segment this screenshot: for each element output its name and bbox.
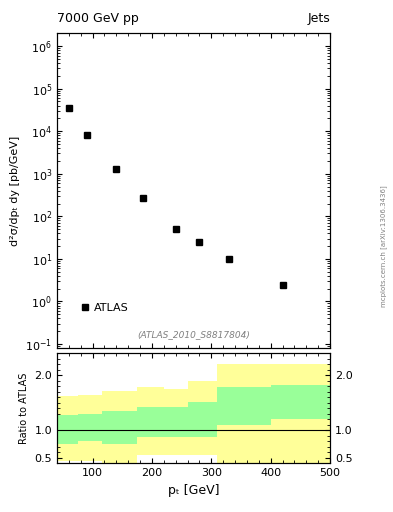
ATLAS [227, 256, 231, 262]
ATLAS [66, 105, 71, 111]
ATLAS [114, 166, 119, 172]
Bar [217, 388, 271, 425]
Y-axis label: Ratio to ATLAS: Ratio to ATLAS [19, 373, 29, 444]
Bar [57, 396, 78, 461]
ATLAS [280, 282, 285, 288]
Bar [57, 415, 78, 444]
Y-axis label: d²σ/dpₜ dy [pb/GeV]: d²σ/dpₜ dy [pb/GeV] [9, 136, 20, 246]
Line: ATLAS: ATLAS [65, 104, 286, 288]
ATLAS [141, 195, 145, 201]
Bar [137, 388, 164, 455]
ATLAS [173, 226, 178, 232]
ATLAS [197, 239, 202, 245]
Bar [101, 391, 137, 464]
Legend: ATLAS: ATLAS [76, 298, 133, 317]
X-axis label: pₜ [GeV]: pₜ [GeV] [168, 484, 219, 497]
Bar [271, 365, 330, 464]
Bar [217, 365, 271, 463]
Bar [78, 414, 101, 441]
Bar [164, 407, 187, 437]
Bar [271, 385, 330, 419]
Text: Jets: Jets [307, 12, 330, 26]
ATLAS [84, 132, 89, 138]
Text: (ATLAS_2010_S8817804): (ATLAS_2010_S8817804) [137, 330, 250, 339]
Bar [101, 411, 137, 444]
Bar [164, 389, 187, 455]
Text: mcplots.cern.ch [arXiv:1306.3436]: mcplots.cern.ch [arXiv:1306.3436] [380, 185, 387, 307]
Text: 7000 GeV pp: 7000 GeV pp [57, 12, 139, 26]
Bar [187, 402, 217, 437]
Bar [137, 407, 164, 437]
Bar [78, 395, 101, 461]
Bar [187, 381, 217, 455]
